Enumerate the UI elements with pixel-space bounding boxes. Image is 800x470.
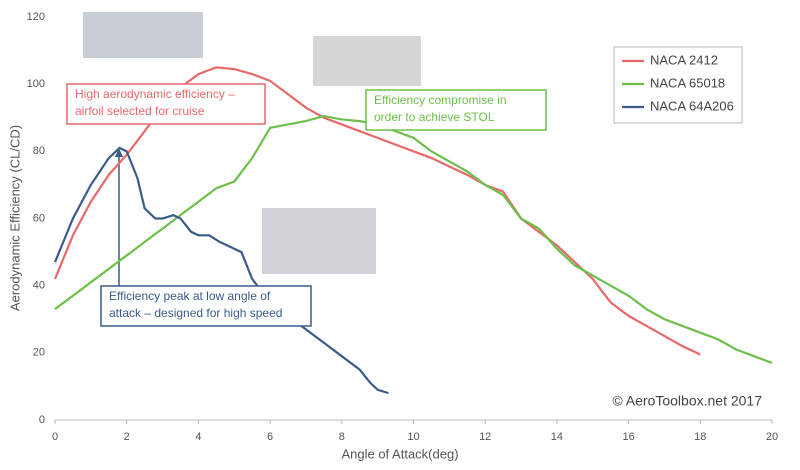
y-axis-label: Aerodynamic Efficiency (CL/CD) [7,125,22,311]
x-tick-label: 18 [694,431,706,443]
aircraft-photo [83,12,203,58]
x-axis-label: Angle of Attack(deg) [341,446,458,461]
y-tick-label: 60 [33,212,45,224]
arrow-head [115,148,123,157]
annotation-text: attack – designed for high speed [109,306,282,320]
x-tick-label: 4 [195,431,201,443]
annotation-text: Efficiency compromise in [374,93,507,107]
x-tick-label: 0 [52,431,58,443]
x-tick-label: 16 [622,431,634,443]
x-tick-label: 14 [551,431,563,443]
y-tick-label: 100 [27,78,45,90]
annotation-text: Efficiency peak at low angle of [109,289,271,303]
aircraft-photo [262,208,376,274]
x-tick-label: 12 [479,431,491,443]
y-tick-label: 0 [39,414,45,426]
x-tick-label: 8 [339,431,345,443]
annotation-text: High aerodynamic efficiency – [75,87,235,101]
series-line [53,146,389,395]
x-tick-label: 20 [766,431,778,443]
annotation-box [100,285,312,327]
annotation-box [365,89,547,131]
annotation-text: airfoil selected for cruise [75,104,205,118]
series-line [54,114,773,364]
y-tick-label: 120 [27,11,45,23]
annotation-text: order to achieve STOL [374,110,495,124]
credit: © AeroToolbox.net 2017 [612,393,762,409]
legend-label: NACA 2412 [650,52,718,67]
x-tick-label: 6 [267,431,273,443]
legend-label: NACA 64A206 [650,98,734,113]
y-tick-label: 80 [33,145,45,157]
y-tick-label: 20 [33,347,45,359]
annotation-box [66,83,266,125]
x-tick-label: 10 [407,431,419,443]
aircraft-photo [313,36,421,86]
legend-label: NACA 65018 [650,75,725,90]
x-tick-label: 2 [124,431,130,443]
y-tick-label: 40 [33,280,45,292]
